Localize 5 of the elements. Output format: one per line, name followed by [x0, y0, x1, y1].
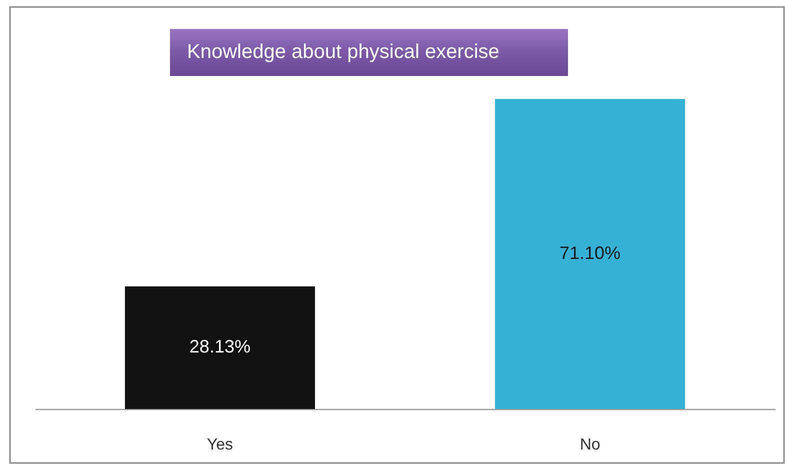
x-tick-label: No — [580, 436, 600, 454]
data-label: 28.13% — [189, 336, 250, 357]
x-tick-label: Yes — [206, 436, 234, 454]
data-label: 71.10% — [560, 243, 621, 263]
chart-title: Knowledge about physical exercise — [187, 41, 500, 63]
